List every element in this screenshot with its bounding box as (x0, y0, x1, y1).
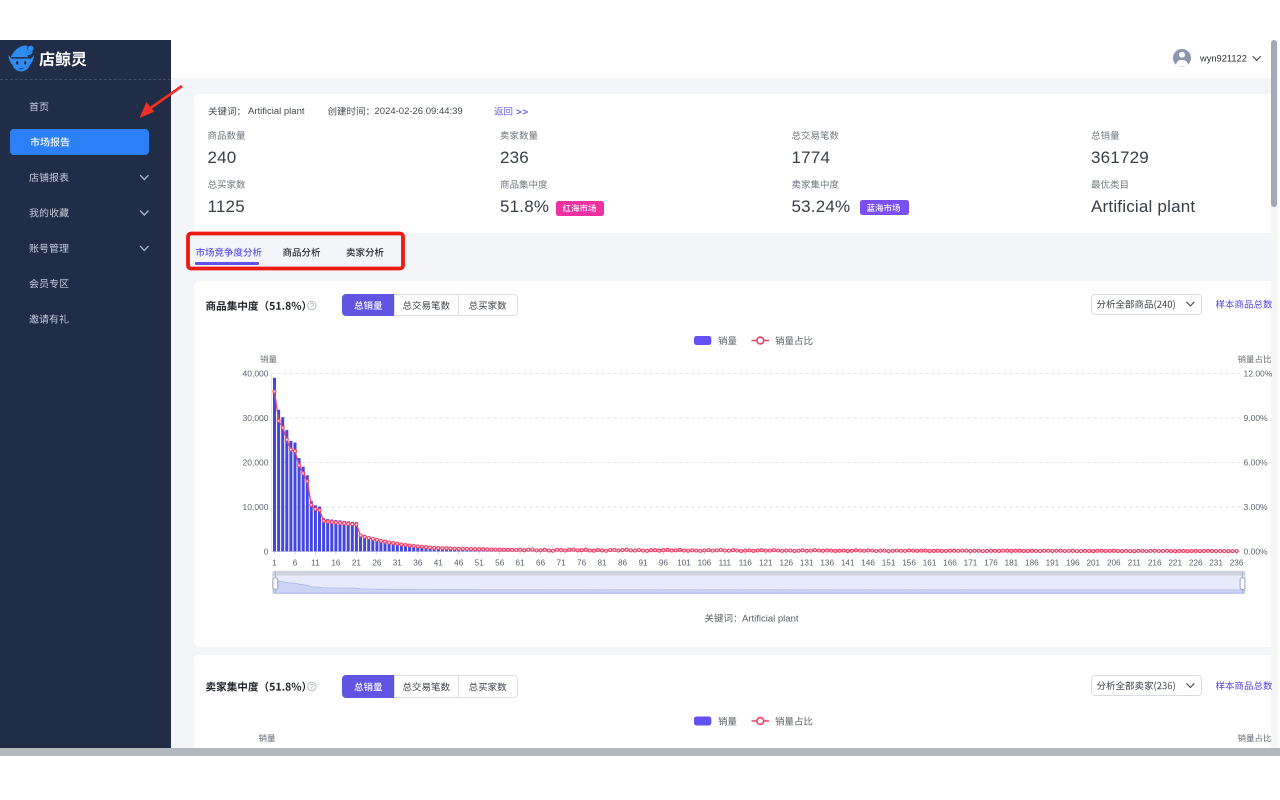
svg-text:3.00%: 3.00% (1244, 502, 1269, 512)
svg-text:231: 231 (1209, 559, 1223, 568)
svg-text:86: 86 (618, 559, 628, 568)
svg-text:?: ? (310, 682, 314, 691)
svg-text:196: 196 (1066, 559, 1080, 568)
svg-text:236: 236 (1230, 559, 1244, 568)
svg-text:66: 66 (536, 559, 546, 568)
svg-text:wyn921122: wyn921122 (1199, 54, 1247, 64)
svg-text:211: 211 (1128, 559, 1141, 568)
svg-text:201: 201 (1086, 559, 1100, 568)
svg-text:181: 181 (1005, 559, 1019, 568)
svg-text:0: 0 (264, 546, 269, 556)
svg-text:136: 136 (820, 559, 834, 568)
svg-text:16: 16 (331, 559, 341, 568)
svg-text:30,000: 30,000 (243, 413, 269, 423)
svg-text:56: 56 (495, 559, 505, 568)
svg-text:9.00%: 9.00% (1244, 413, 1269, 423)
svg-text:41: 41 (434, 559, 444, 568)
svg-text:131: 131 (800, 559, 814, 568)
svg-text:156: 156 (902, 559, 916, 568)
svg-text:221: 221 (1168, 559, 1182, 568)
svg-text:6.00%: 6.00% (1244, 457, 1269, 467)
svg-text:216: 216 (1148, 559, 1162, 568)
svg-text:?: ? (310, 301, 314, 310)
svg-text:0.00%: 0.00% (1244, 546, 1269, 556)
svg-text:206: 206 (1107, 559, 1121, 568)
svg-text:81: 81 (597, 559, 607, 568)
svg-text:71: 71 (557, 559, 567, 568)
svg-text:Artificial plant: Artificial plant (742, 614, 799, 625)
svg-text:61: 61 (516, 559, 526, 568)
svg-text:46: 46 (454, 559, 464, 568)
svg-text:1: 1 (272, 559, 277, 568)
svg-text:186: 186 (1025, 559, 1039, 568)
svg-text:226: 226 (1189, 559, 1203, 568)
svg-text:12.00%: 12.00% (1244, 368, 1273, 378)
svg-text:166: 166 (943, 559, 957, 568)
svg-text:141: 141 (841, 559, 855, 568)
svg-text:146: 146 (861, 559, 875, 568)
svg-text:121: 121 (759, 559, 773, 568)
svg-text:51: 51 (475, 559, 485, 568)
svg-text:106: 106 (698, 559, 712, 568)
svg-text:101: 101 (677, 559, 691, 568)
svg-text:96: 96 (659, 559, 669, 568)
svg-text:10,000: 10,000 (243, 502, 269, 512)
svg-text:36: 36 (413, 559, 423, 568)
svg-text:21: 21 (352, 559, 362, 568)
svg-text:26: 26 (372, 559, 382, 568)
svg-text:116: 116 (739, 559, 752, 568)
svg-text:11: 11 (311, 559, 320, 568)
svg-text:176: 176 (984, 559, 998, 568)
svg-text:191: 191 (1046, 559, 1060, 568)
svg-text:161: 161 (923, 559, 937, 568)
svg-text:111: 111 (719, 559, 732, 568)
svg-text:40,000: 40,000 (243, 368, 269, 378)
svg-text:126: 126 (779, 559, 793, 568)
svg-text:76: 76 (577, 559, 587, 568)
svg-text:151: 151 (882, 559, 896, 568)
svg-text:20,000: 20,000 (243, 457, 269, 467)
svg-text:6: 6 (293, 559, 298, 568)
svg-text:171: 171 (964, 559, 978, 568)
svg-text:91: 91 (638, 559, 648, 568)
svg-text:31: 31 (393, 559, 403, 568)
